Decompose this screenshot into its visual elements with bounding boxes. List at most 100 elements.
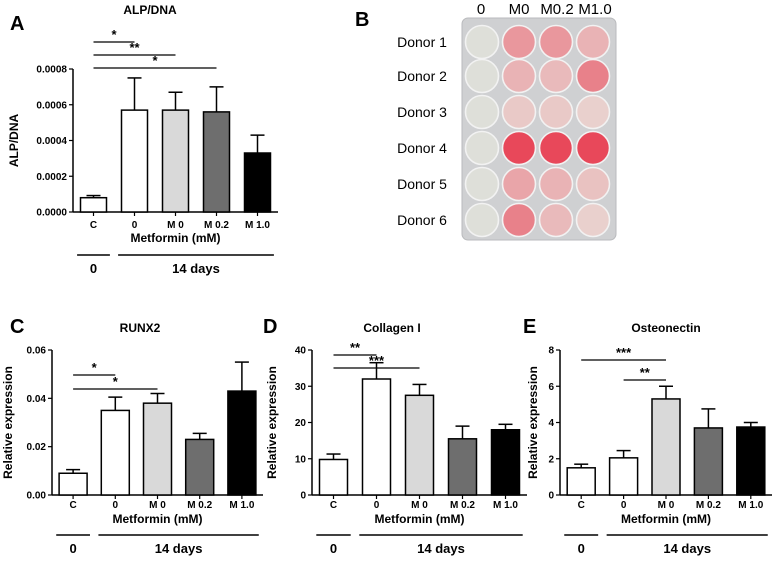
category-label: 0 bbox=[374, 500, 380, 511]
x-axis-label: Metformin (mM) bbox=[131, 231, 221, 245]
timepoint-label: 0 bbox=[90, 261, 97, 276]
plate-well bbox=[464, 202, 500, 238]
y-tick-label: 0 bbox=[548, 491, 554, 502]
category-label: M 1.0 bbox=[229, 500, 254, 511]
y-tick-label: 0.06 bbox=[27, 346, 47, 357]
significance-label: * bbox=[152, 53, 158, 68]
panel-b-plate: B 0 M0 M0.2 M1.0 Donor 1 Donor 2 Donor 3 Donor 4… bbox=[355, 1, 617, 241]
plate-well bbox=[538, 166, 574, 202]
y-tick-label: 0.0000 bbox=[36, 208, 67, 219]
x-axis-label: Metformin (mM) bbox=[375, 512, 465, 526]
category-label: 0 bbox=[132, 220, 138, 231]
category-label: M 0 bbox=[167, 220, 184, 231]
bar bbox=[490, 429, 521, 496]
category-label: C bbox=[90, 220, 97, 231]
significance-label: * bbox=[92, 360, 98, 375]
bar bbox=[161, 109, 190, 213]
plate-well bbox=[538, 202, 574, 238]
significance-label: ** bbox=[129, 40, 140, 55]
plate-column-label: M0.2 bbox=[540, 1, 573, 18]
plate-well bbox=[538, 24, 574, 60]
plate-well bbox=[575, 202, 611, 238]
bar bbox=[608, 457, 639, 496]
y-axis-label: Relative expression bbox=[526, 366, 540, 479]
plate-well bbox=[501, 166, 537, 202]
donor-label: Donor 6 bbox=[397, 212, 447, 228]
bar bbox=[693, 427, 724, 496]
chart-title: ALP/DNA bbox=[123, 3, 177, 17]
plate-well bbox=[538, 94, 574, 130]
significance-label: *** bbox=[369, 353, 385, 368]
bar bbox=[447, 438, 478, 496]
category-label: M 0.2 bbox=[187, 500, 212, 511]
category-label: M 0.2 bbox=[696, 500, 721, 511]
significance-label: * bbox=[113, 374, 119, 389]
x-axis-label: Metformin (mM) bbox=[621, 512, 711, 526]
bar bbox=[404, 394, 435, 496]
plate-well bbox=[464, 94, 500, 130]
timepoint-label: 14 days bbox=[663, 541, 711, 556]
category-label: M 0.2 bbox=[450, 500, 475, 511]
bar bbox=[566, 467, 596, 496]
plate-column-label: M0 bbox=[509, 1, 530, 18]
y-tick-label: 0.0008 bbox=[36, 65, 67, 76]
chart-title: Osteonectin bbox=[631, 321, 700, 335]
bar bbox=[736, 426, 766, 496]
donor-label: Donor 5 bbox=[397, 176, 447, 192]
bar bbox=[651, 398, 681, 496]
plate-well bbox=[575, 130, 611, 166]
category-label: C bbox=[330, 500, 337, 511]
panel-a-chart: A ALP/DNA 0.0000 0.0002 0.0004 0.0006 0.0008 AL… bbox=[7, 3, 278, 276]
panel-e-chart: E Osteonectin 0 2 4 6 8 Relative expression C 0 M … bbox=[523, 316, 772, 556]
y-tick-label: 8 bbox=[548, 346, 554, 357]
plate-well bbox=[575, 58, 611, 94]
bar bbox=[58, 472, 88, 496]
plate-column-label: M1.0 bbox=[578, 1, 611, 18]
y-tick-label: 4 bbox=[548, 418, 554, 429]
category-label: M 1.0 bbox=[493, 500, 518, 511]
plate-column-label: 0 bbox=[477, 1, 485, 18]
y-tick-label: 30 bbox=[295, 382, 307, 393]
timepoint-label: 14 days bbox=[155, 541, 203, 556]
donor-label: Donor 3 bbox=[397, 104, 447, 120]
plate-well bbox=[464, 130, 500, 166]
x-axis-label: Metformin (mM) bbox=[113, 512, 203, 526]
panel-letter: E bbox=[523, 316, 536, 338]
y-axis-label: Relative expression bbox=[265, 366, 279, 479]
category-label: M 1.0 bbox=[738, 500, 763, 511]
bar bbox=[184, 438, 215, 496]
significance-label: * bbox=[111, 27, 117, 42]
category-label: 0 bbox=[621, 500, 627, 511]
category-label: M 0 bbox=[411, 500, 428, 511]
plate-well bbox=[575, 166, 611, 202]
plate-well bbox=[575, 24, 611, 60]
category-label: M 0 bbox=[658, 500, 675, 511]
timepoint-label: 14 days bbox=[172, 261, 220, 276]
donor-label: Donor 2 bbox=[397, 68, 447, 84]
category-label: M 0 bbox=[149, 500, 166, 511]
y-tick-label: 0 bbox=[300, 491, 306, 502]
plate-well bbox=[538, 58, 574, 94]
panel-letter: B bbox=[355, 9, 369, 31]
timepoint-label: 0 bbox=[330, 541, 337, 556]
donor-label: Donor 1 bbox=[397, 34, 447, 50]
significance-label: ** bbox=[350, 340, 361, 355]
plate-well bbox=[501, 94, 537, 130]
category-label: C bbox=[69, 500, 76, 511]
bar bbox=[120, 109, 149, 213]
y-tick-label: 6 bbox=[548, 382, 554, 393]
panel-c-chart: C RUNX2 0.00 0.02 0.04 0.06 Relative expressio… bbox=[1, 316, 263, 556]
category-label: M 0.2 bbox=[204, 220, 229, 231]
panel-letter: D bbox=[263, 316, 277, 338]
plate-well bbox=[464, 24, 500, 60]
plate-well bbox=[464, 166, 500, 202]
plate-well bbox=[538, 130, 574, 166]
category-label: M 1.0 bbox=[245, 220, 270, 231]
chart-title: Collagen I bbox=[363, 321, 420, 335]
bar bbox=[142, 402, 173, 496]
y-tick-label: 20 bbox=[295, 418, 307, 429]
bar bbox=[361, 378, 392, 496]
y-tick-label: 0.0004 bbox=[36, 136, 67, 147]
chart-title: RUNX2 bbox=[120, 321, 161, 335]
